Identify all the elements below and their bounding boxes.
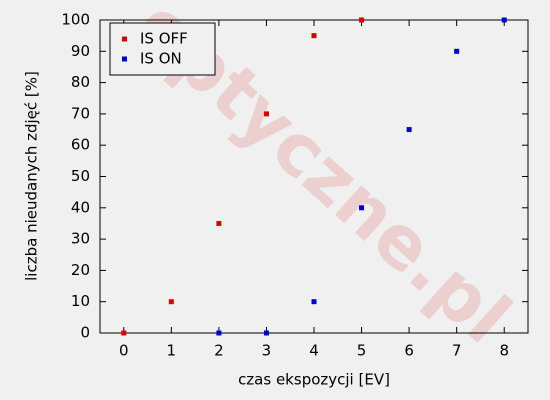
y-tick-label: 30: [71, 230, 90, 248]
x-tick-label: 1: [167, 342, 177, 360]
y-tick-label: 60: [71, 136, 90, 154]
data-point: [121, 330, 127, 336]
data-point: [216, 220, 222, 226]
x-tick-label: 7: [452, 342, 462, 360]
y-tick-label: 0: [80, 324, 90, 342]
data-point: [501, 17, 507, 23]
y-tick-label: 40: [71, 198, 90, 216]
legend-label: IS OFF: [140, 30, 188, 48]
legend-marker: [122, 36, 127, 42]
legend-box: [109, 22, 216, 76]
data-point: [311, 299, 317, 305]
y-tick-label: 90: [71, 42, 90, 60]
data-point: [216, 330, 222, 336]
y-tick-label: 70: [71, 104, 90, 122]
data-point: [263, 330, 269, 336]
data-point: [311, 33, 317, 39]
x-tick-label: 3: [262, 342, 272, 360]
x-tick-label: 4: [309, 342, 319, 360]
y-tick-label: 10: [71, 292, 90, 310]
data-point: [168, 299, 174, 305]
data-point: [359, 17, 365, 23]
x-tick-label: 0: [119, 342, 129, 360]
y-tick-label: 20: [71, 261, 90, 279]
x-tick-label: 8: [499, 342, 509, 360]
data-point: [406, 127, 412, 133]
x-tick-label: 6: [404, 342, 414, 360]
x-tick-label: 2: [214, 342, 224, 360]
data-point: [454, 48, 460, 54]
data-point: [359, 205, 365, 211]
x-axis-label: czas ekspozycji [EV]: [238, 371, 390, 389]
y-axis-label: liczba nieudanych zdjęć [%]: [23, 71, 41, 281]
data-point: [263, 111, 269, 117]
x-tick-label: 5: [357, 342, 367, 360]
y-tick-label: 100: [61, 11, 90, 29]
legend-label: IS ON: [140, 50, 182, 68]
y-tick-label: 50: [71, 167, 90, 185]
y-tick-label: 80: [71, 73, 90, 91]
legend-marker: [122, 56, 127, 62]
